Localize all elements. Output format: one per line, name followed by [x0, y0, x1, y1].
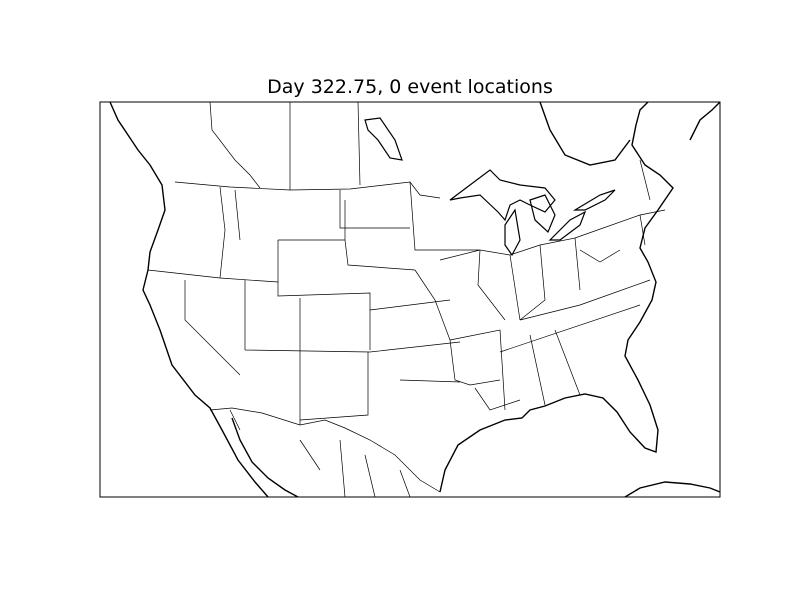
hudson-bay — [539, 102, 631, 166]
coastline-east-gulf — [439, 102, 674, 493]
coastline-nova-scotia — [689, 102, 720, 141]
great-lakes — [449, 169, 616, 257]
coastline-cuba — [624, 481, 720, 497]
coastline — [109, 102, 269, 497]
coastline-gulf-of-california — [231, 417, 299, 497]
lake-winnipeg — [364, 117, 403, 161]
map-frame — [99, 101, 721, 498]
borders — [147, 102, 666, 497]
map-title: Day 322.75, 0 event locations — [267, 76, 553, 98]
